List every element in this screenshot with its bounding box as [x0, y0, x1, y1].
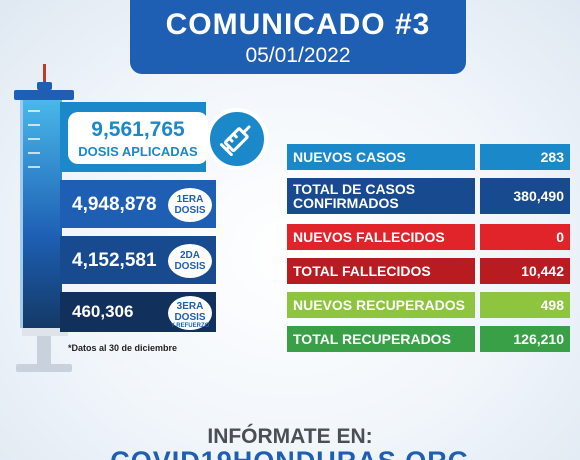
third-dose-value: 460,306	[72, 302, 134, 321]
syringe-tick	[28, 138, 40, 140]
syringe-tick	[28, 166, 40, 168]
stat-row: NUEVOS CASOS 283	[287, 144, 570, 170]
syringe-barrel	[20, 100, 62, 328]
stat-label: TOTAL DE CASOS CONFIRMADOS	[287, 178, 475, 214]
total-doses-value: 9,561,765	[91, 118, 185, 141]
vaccine-syringe-icon	[206, 108, 268, 170]
badge-line: DOSIS	[174, 261, 206, 272]
badge-line: 2DA	[179, 250, 200, 261]
stat-value: 126,210	[480, 326, 570, 352]
syringe-needle	[43, 64, 46, 84]
second-dose-value: 4,152,581	[72, 250, 157, 271]
total-doses-label: DOSIS APLICADAS	[78, 144, 198, 159]
stat-value: 498	[480, 292, 570, 318]
badge-line: 3ERA	[176, 301, 204, 312]
header-banner: COMUNICADO #3 05/01/2022	[130, 0, 466, 74]
syringe-plunger-rod	[37, 336, 51, 366]
second-dose-badge: 2DA DOSIS	[168, 244, 212, 278]
stat-value: 0	[480, 224, 570, 250]
stat-label: NUEVOS CASOS	[287, 144, 475, 170]
badge-line: DOSIS	[174, 312, 206, 323]
page-date: 05/01/2022	[245, 44, 351, 67]
stat-row: TOTAL RECUPERADOS 126,210	[287, 326, 570, 352]
syringe-tick	[28, 110, 40, 112]
badge-line: DOSIS	[174, 205, 206, 216]
stat-value: 380,490	[480, 178, 570, 214]
stat-value: 10,442	[480, 258, 570, 284]
first-dose-badge: 1ERA DOSIS	[168, 188, 212, 222]
stat-label: NUEVOS RECUPERADOS	[287, 292, 475, 318]
page-title: COMUNICADO #3	[165, 8, 431, 41]
syringe-tick	[28, 152, 40, 154]
stat-label: TOTAL FALLECIDOS	[287, 258, 475, 284]
syringe-plunger-end	[16, 364, 72, 372]
stat-row: NUEVOS RECUPERADOS 498	[287, 292, 570, 318]
first-dose-value: 4,948,878	[72, 194, 157, 215]
data-note: *Datos al 30 de diciembre	[68, 343, 178, 353]
stat-row: TOTAL FALLECIDOS 10,442	[287, 258, 570, 284]
syringe-cap	[37, 82, 52, 90]
footer-label: INFÓRMATE EN:	[207, 425, 373, 448]
stat-row: NUEVOS FALLECIDOS 0	[287, 224, 570, 250]
stat-label: TOTAL RECUPERADOS	[287, 326, 475, 352]
third-dose-badge: 3ERA DOSIS Y REFUERZO	[168, 296, 212, 330]
total-doses-box: 9,561,765 DOSIS APLICADAS	[68, 112, 208, 164]
stat-value: 283	[480, 144, 570, 170]
stat-label: NUEVOS FALLECIDOS	[287, 224, 475, 250]
footer-website: COVID19HONDURAS.ORG	[0, 446, 580, 460]
syringe-plunger-base	[22, 328, 68, 336]
syringe-tick	[28, 124, 40, 126]
syringe-barrel-top	[14, 90, 74, 100]
badge-line: Y REFUERZO	[170, 323, 210, 329]
stat-row: TOTAL DE CASOS CONFIRMADOS 380,490	[287, 178, 570, 214]
badge-line: 1ERA	[176, 194, 204, 205]
